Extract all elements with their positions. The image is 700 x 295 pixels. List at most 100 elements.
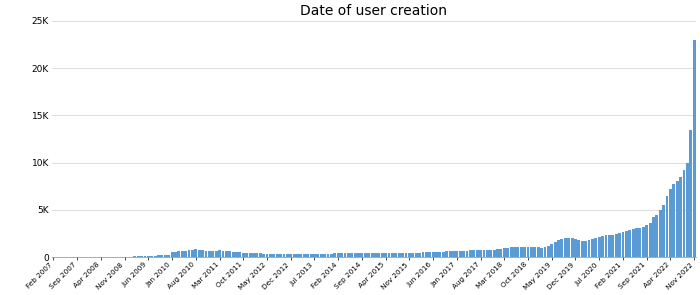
- Bar: [381, 253, 384, 257]
- Bar: [239, 252, 241, 257]
- Bar: [510, 247, 512, 257]
- Bar: [458, 251, 462, 257]
- Bar: [313, 254, 316, 257]
- Bar: [296, 254, 299, 257]
- Bar: [669, 189, 672, 257]
- Bar: [279, 254, 282, 257]
- Bar: [428, 252, 431, 257]
- Bar: [479, 250, 482, 257]
- Bar: [316, 254, 319, 257]
- Bar: [333, 253, 336, 257]
- Bar: [652, 217, 655, 257]
- Bar: [147, 256, 150, 257]
- Bar: [307, 254, 309, 257]
- Bar: [456, 251, 458, 257]
- Bar: [262, 253, 265, 257]
- Bar: [337, 253, 340, 257]
- Bar: [530, 247, 533, 257]
- Bar: [177, 251, 181, 257]
- Bar: [320, 254, 323, 257]
- Bar: [506, 248, 509, 257]
- Bar: [293, 254, 295, 257]
- Bar: [256, 253, 258, 257]
- Bar: [635, 228, 638, 257]
- Bar: [679, 177, 682, 257]
- Bar: [537, 247, 540, 257]
- Bar: [414, 253, 418, 257]
- Bar: [174, 252, 177, 257]
- Bar: [347, 253, 350, 257]
- Bar: [344, 253, 346, 257]
- Bar: [232, 252, 235, 257]
- Bar: [452, 251, 455, 257]
- Bar: [489, 250, 492, 257]
- Bar: [655, 215, 658, 257]
- Bar: [228, 251, 231, 257]
- Bar: [523, 247, 526, 257]
- Bar: [350, 253, 354, 257]
- Bar: [171, 252, 174, 257]
- Bar: [309, 254, 312, 257]
- Bar: [496, 249, 499, 257]
- Bar: [276, 254, 279, 257]
- Bar: [408, 253, 411, 257]
- Bar: [188, 250, 190, 257]
- Title: Date of user creation: Date of user creation: [300, 4, 447, 18]
- Bar: [500, 249, 503, 257]
- Bar: [215, 251, 218, 257]
- Bar: [469, 250, 472, 257]
- Bar: [594, 238, 597, 257]
- Bar: [225, 251, 228, 257]
- Bar: [666, 196, 668, 257]
- Bar: [388, 253, 391, 257]
- Bar: [154, 255, 157, 257]
- Bar: [398, 253, 400, 257]
- Bar: [300, 254, 302, 257]
- Bar: [608, 235, 611, 257]
- Bar: [442, 252, 444, 257]
- Bar: [164, 255, 167, 257]
- Bar: [645, 225, 648, 257]
- Bar: [605, 235, 608, 257]
- Bar: [567, 238, 570, 257]
- Bar: [136, 256, 139, 257]
- Bar: [676, 181, 678, 257]
- Bar: [327, 254, 330, 257]
- Bar: [690, 130, 692, 257]
- Bar: [272, 254, 275, 257]
- Bar: [629, 230, 631, 257]
- Bar: [360, 253, 363, 257]
- Bar: [540, 248, 543, 257]
- Bar: [421, 253, 424, 257]
- Bar: [283, 254, 286, 257]
- Bar: [503, 248, 505, 257]
- Bar: [425, 253, 428, 257]
- Bar: [252, 253, 255, 257]
- Bar: [591, 239, 594, 257]
- Bar: [401, 253, 404, 257]
- Bar: [191, 250, 194, 257]
- Bar: [184, 251, 187, 257]
- Bar: [438, 252, 441, 257]
- Bar: [218, 250, 221, 257]
- Bar: [391, 253, 394, 257]
- Bar: [140, 256, 143, 257]
- Bar: [204, 251, 207, 257]
- Bar: [642, 227, 645, 257]
- Bar: [517, 247, 519, 257]
- Bar: [330, 253, 333, 257]
- Bar: [659, 210, 661, 257]
- Bar: [134, 256, 136, 257]
- Bar: [682, 170, 685, 257]
- Bar: [625, 231, 628, 257]
- Bar: [693, 40, 696, 257]
- Bar: [486, 250, 489, 257]
- Bar: [354, 253, 356, 257]
- Bar: [520, 247, 523, 257]
- Bar: [394, 253, 398, 257]
- Bar: [561, 239, 564, 257]
- Bar: [221, 251, 225, 257]
- Bar: [557, 240, 560, 257]
- Bar: [554, 242, 556, 257]
- Bar: [211, 251, 214, 257]
